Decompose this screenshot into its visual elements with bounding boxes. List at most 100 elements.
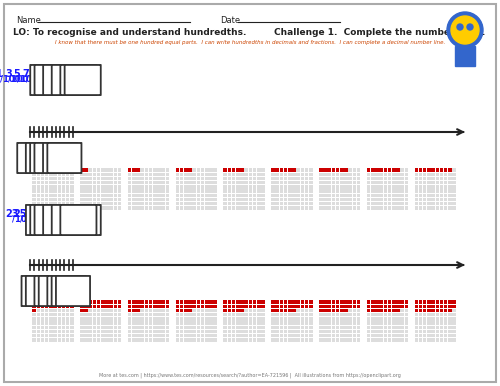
Bar xyxy=(114,334,117,337)
Bar xyxy=(452,334,456,337)
Bar xyxy=(228,177,231,180)
Bar xyxy=(140,338,144,342)
Bar xyxy=(404,202,408,205)
Bar xyxy=(319,305,322,308)
Bar xyxy=(140,330,144,333)
Bar xyxy=(118,305,122,308)
Bar xyxy=(132,338,136,342)
Bar xyxy=(348,305,352,308)
Bar xyxy=(414,206,418,210)
Bar xyxy=(58,321,61,325)
Bar xyxy=(62,305,66,308)
Bar xyxy=(305,181,308,185)
Bar xyxy=(436,317,439,321)
Bar xyxy=(136,181,140,185)
Bar xyxy=(448,330,452,333)
Text: /100: /100 xyxy=(38,215,58,224)
Bar xyxy=(97,189,100,193)
Bar xyxy=(232,300,235,304)
Bar xyxy=(366,193,370,197)
Bar xyxy=(149,325,152,329)
Bar xyxy=(176,198,179,201)
Bar xyxy=(36,317,40,321)
Bar xyxy=(66,168,70,172)
Bar xyxy=(380,309,383,312)
Bar xyxy=(384,338,387,342)
Bar xyxy=(106,309,109,312)
Bar xyxy=(257,206,260,210)
Bar xyxy=(296,309,300,312)
Bar xyxy=(97,202,100,205)
Bar xyxy=(309,189,312,193)
Bar xyxy=(36,202,40,205)
Bar xyxy=(332,193,335,197)
Bar xyxy=(45,193,48,197)
Bar xyxy=(209,313,213,317)
Bar xyxy=(162,202,165,205)
Bar xyxy=(455,46,475,66)
Bar xyxy=(288,193,292,197)
FancyBboxPatch shape xyxy=(52,65,88,95)
Bar xyxy=(80,173,84,176)
Bar xyxy=(140,206,144,210)
Bar xyxy=(253,321,256,325)
Bar xyxy=(440,193,444,197)
Bar xyxy=(257,309,260,312)
Bar xyxy=(284,177,288,180)
Bar xyxy=(400,338,404,342)
Bar xyxy=(248,189,252,193)
Bar xyxy=(32,317,36,321)
Bar xyxy=(236,305,240,308)
Circle shape xyxy=(457,24,463,30)
Bar xyxy=(80,193,84,197)
Bar xyxy=(62,173,66,176)
Bar xyxy=(248,325,252,329)
Bar xyxy=(209,300,213,304)
Bar xyxy=(205,305,208,308)
Bar xyxy=(300,309,304,312)
Bar xyxy=(36,334,40,337)
Bar xyxy=(214,177,217,180)
Bar xyxy=(110,173,113,176)
Bar xyxy=(128,202,132,205)
Bar xyxy=(144,338,148,342)
Bar xyxy=(332,198,335,201)
Bar xyxy=(392,193,396,197)
Bar xyxy=(423,193,426,197)
Bar xyxy=(36,309,40,312)
Bar xyxy=(384,185,387,189)
Bar xyxy=(448,193,452,197)
Bar xyxy=(149,300,152,304)
Bar xyxy=(348,193,352,197)
Bar xyxy=(288,185,292,189)
Bar xyxy=(336,193,340,197)
Bar xyxy=(305,206,308,210)
Bar xyxy=(176,338,179,342)
Bar xyxy=(444,181,448,185)
Bar xyxy=(84,168,88,172)
Bar xyxy=(371,313,374,317)
Bar xyxy=(209,185,213,189)
Bar xyxy=(158,177,161,180)
Bar xyxy=(392,325,396,329)
Bar xyxy=(70,185,73,189)
Bar xyxy=(196,325,200,329)
Bar xyxy=(288,173,292,176)
Bar xyxy=(319,334,322,337)
Bar xyxy=(176,181,179,185)
Bar xyxy=(224,317,227,321)
Bar xyxy=(240,321,244,325)
Bar xyxy=(45,317,48,321)
Bar xyxy=(348,173,352,176)
Bar xyxy=(140,317,144,321)
Bar xyxy=(323,202,326,205)
Bar xyxy=(209,177,213,180)
Bar xyxy=(114,330,117,333)
Bar xyxy=(375,168,378,172)
Bar xyxy=(132,334,136,337)
Bar xyxy=(92,330,96,333)
Bar xyxy=(261,321,265,325)
Bar xyxy=(380,168,383,172)
Bar xyxy=(45,313,48,317)
Bar xyxy=(180,325,184,329)
